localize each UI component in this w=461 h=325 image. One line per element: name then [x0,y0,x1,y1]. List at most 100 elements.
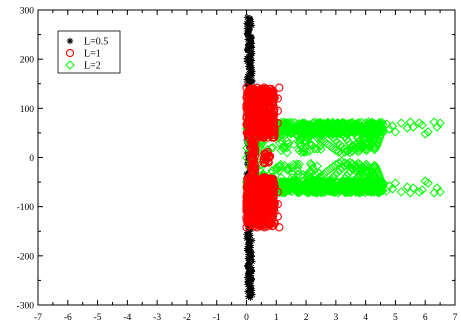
series-l2-point [325,175,336,185]
legend-marker-l05 [66,37,74,45]
series-l2-point [435,187,445,197]
series-l1-point [254,113,263,122]
series-l2-point [325,164,335,174]
series-l2-point [396,118,407,128]
series-l2-point [384,181,395,191]
series-l1-points [242,83,284,232]
series-l2-point [337,163,348,173]
series-l2-point [294,187,304,198]
series-l2-point [328,172,338,183]
series-l2-point [378,127,389,137]
y-tick-label: 0 [29,154,34,164]
series-l2-point [417,120,427,130]
series-l1-point [248,151,258,160]
series-l2-point [384,124,395,134]
series-l2-point [356,124,366,134]
series-l1-point [261,204,270,213]
series-l2-point [371,163,382,174]
legend-box [57,30,121,74]
series-l1-point [250,96,259,105]
series-l2-point [351,160,361,170]
series-l1-point [270,130,279,140]
series-l2-point [289,179,299,190]
series-l1-point [267,87,276,97]
x-tick-label: 5 [393,313,398,323]
legend: L=0.5L=1L=2 [57,30,121,74]
series-l2-point [316,118,326,129]
series-l2-point [374,170,384,181]
series-l2-point [300,186,311,197]
series-l1-point [242,104,251,113]
axes: -7 -6 -5 -4 -3 -2 -1 0 1 2 3 4 5 6 7 -300 -200 -100 0 100 20… [17,7,458,324]
series-l2-point [331,160,341,170]
series-l1-point [242,114,251,123]
series-l2-point [275,138,285,148]
series-l2-point [304,167,315,177]
x-tick-label: -2 [183,313,191,323]
series-l2-point [312,188,322,198]
series-l1-point [248,139,257,149]
series-l2-point [291,128,302,139]
series-l1-point [262,193,271,202]
series-l1-point [267,198,276,207]
series-l2-point [340,184,351,195]
series-l1-point [252,195,261,204]
series-l2-point [313,175,323,186]
series-l1-point [264,110,273,119]
series-l1-point [269,200,278,209]
series-l2-point [328,162,338,172]
series-l2-point [310,186,320,197]
series-l1-point [275,223,284,232]
series-l1-point [253,114,262,124]
series-l2-point [377,178,387,188]
series-l1-point [265,102,275,112]
series-l1-point [242,83,251,92]
series-l2-point [362,127,373,137]
series-l2-point [275,177,285,188]
series-l2-point [357,165,367,175]
series-l2-point [420,129,430,139]
series-l2-point [303,132,314,143]
series-l1-point [273,200,282,209]
series-l2-point [414,187,424,197]
series-l1-point [273,187,282,197]
series-l1-point [248,167,257,176]
series-l2-point [280,176,291,187]
series-l1-point [273,94,282,103]
series-l2-point [377,124,388,135]
series-l2-point [375,173,385,183]
series-l2-point [336,126,346,137]
series-l2-point [363,129,374,140]
series-l2-point [364,132,374,142]
series-l1-point [242,202,251,211]
series-l2-point [301,122,311,132]
series-l1-point [250,208,259,217]
series-l2-point [405,117,416,127]
series-l2-point [414,118,424,128]
series-l1-point [263,116,272,125]
series-l2-point [361,124,372,135]
series-l2-point [323,177,333,188]
series-l1-point [249,170,258,180]
series-l1-point [273,106,282,115]
series-l1-point [250,112,259,121]
series-l2-point [346,118,356,128]
series-l2-point [315,141,325,151]
series-l2-point [283,138,294,149]
series-l2-point [320,180,331,191]
series-l2-point [300,180,310,190]
series-l1-point [243,119,252,128]
series-l2-point [275,161,285,171]
series-l2-point [330,170,340,180]
series-l2-point [283,183,293,194]
series-l2-point [408,122,419,132]
series-l1-point [275,83,284,92]
x-tick-label: -5 [94,313,102,323]
series-l2-point [289,175,299,185]
series-l2-point [360,121,371,132]
series-l2-point [350,186,360,196]
series-l2-point [334,181,344,192]
series-l2-point [366,137,376,147]
series-l2-point [335,165,345,175]
series-l1-point [248,97,257,107]
